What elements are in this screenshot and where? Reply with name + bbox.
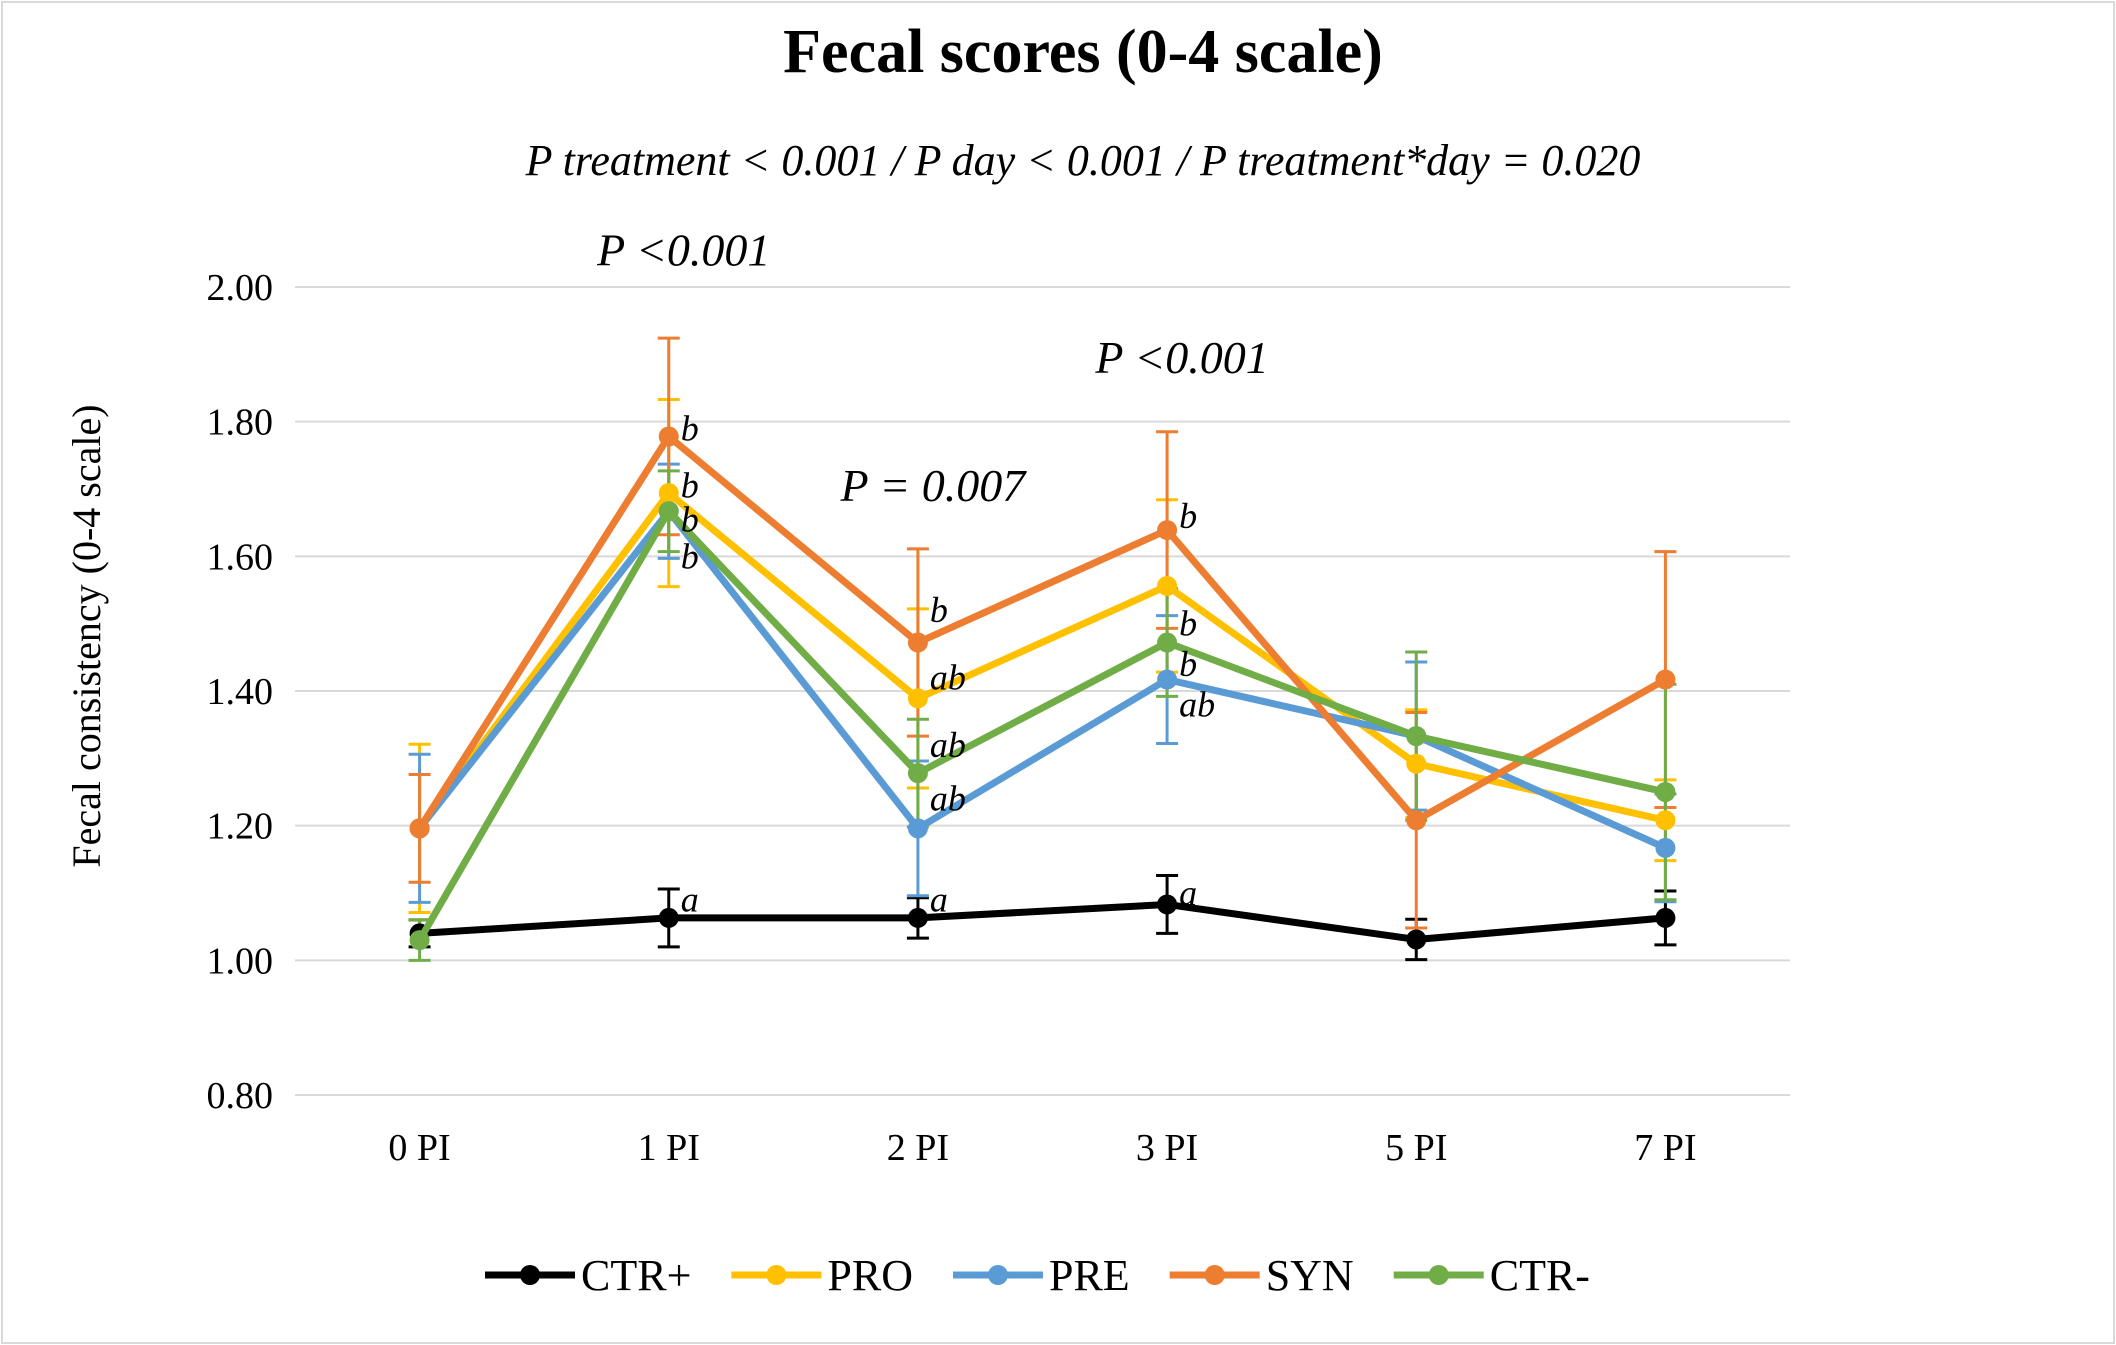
significance-letter: b [681,499,699,539]
series-line-syn [416,432,1668,831]
point-ctr-1-pi [658,907,679,928]
legend-label-pre: PRE [1049,1251,1130,1300]
legend-item-pro: PRO [731,1251,913,1300]
y-tick-label: 2.00 [207,267,274,309]
significance-letter: ab [930,779,966,819]
point-ctr-0-pi [409,930,430,951]
x-tick-label: 5 PI [1385,1127,1447,1169]
p-value-label: P <0.001 [596,224,770,275]
series-line-ctr [419,900,1666,943]
significance-letter: b [681,408,699,448]
legend-item-ctr: CTR- [1393,1251,1590,1300]
significance-letter: ab [930,725,966,765]
legend-marker-pre [987,1265,1008,1285]
point-ctr-2-pi [907,907,928,928]
y-tick-label: 1.80 [207,402,274,444]
point-pre-2-pi [907,818,928,839]
point-ctr-7-pi [1655,782,1676,802]
point-ctr-7-pi [1655,907,1676,928]
significance-letter: a [681,880,699,920]
y-tick-label: 1.60 [207,536,274,578]
x-tick-labels: 0 PI 1 PI 2 PI 3 PI 5 PI 7 PI [388,1127,1696,1169]
significance-letter: b [681,466,699,506]
point-pro-3-pi [1157,575,1178,596]
significance-letter: b [1179,604,1197,644]
significance-letter: b [681,536,699,576]
legend-label-pro: PRO [827,1251,913,1300]
legend-label-ctr: CTR+ [581,1251,691,1300]
point-syn-3-pi [1157,520,1178,541]
point-ctr-3-pi [1157,632,1178,653]
chart-title: Fecal scores (0-4 scale) [783,18,1383,86]
point-ctr-5-pi [1406,726,1427,747]
x-tick-label: 0 PI [388,1127,450,1169]
significance-letter: a [1179,873,1197,913]
point-syn-0-pi [409,818,430,839]
y-tick-labels: 0.80 1.00 1.20 1.40 1.60 1.80 2.00 [207,267,274,1117]
legend-marker-syn [1204,1265,1225,1285]
point-syn-5-pi [1406,810,1427,831]
significance-letter: ab [930,658,966,698]
significance-letter: ab [1179,684,1215,724]
series-line-pre [416,507,1667,852]
point-pre-3-pi [1157,669,1178,690]
y-tick-label: 1.40 [207,671,274,713]
point-ctr-2-pi [907,763,928,784]
point-pre-7-pi [1655,837,1676,858]
legend-label-syn: SYN [1266,1251,1354,1300]
legend-marker-pro [766,1265,787,1285]
point-syn-7-pi [1655,669,1676,690]
series-line-pro [416,489,1667,831]
legend-item-syn: SYN [1169,1251,1354,1300]
point-pro-1-pi [658,483,679,504]
legend: CTR+ PRO PRE SYN CTR- [485,1251,1590,1300]
legend-marker-ctr [1428,1265,1449,1285]
series-lines [409,426,1676,951]
significance-letter: a [930,880,948,920]
point-pro-2-pi [907,688,928,709]
significance-letter: b [1179,644,1197,684]
y-tick-label: 1.20 [207,806,274,848]
significance-letter: b [930,590,948,630]
y-tick-label: 0.80 [207,1075,274,1117]
x-tick-label: 7 PI [1634,1127,1696,1169]
p-value-label: P = 0.007 [840,460,1028,511]
x-tick-label: 1 PI [638,1127,700,1169]
x-tick-label: 3 PI [1136,1127,1198,1169]
p-value-label: P <0.001 [1094,332,1268,383]
x-tick-label: 2 PI [887,1127,949,1169]
significance-letter: b [1179,496,1197,536]
point-syn-1-pi [658,426,679,447]
legend-marker-ctr [520,1265,540,1285]
legend-item-pre: PRE [952,1251,1130,1300]
y-tick-label: 1.00 [207,940,274,982]
point-ctr-3-pi [1157,894,1178,915]
point-ctr-5-pi [1406,929,1427,950]
point-pro-7-pi [1655,810,1676,831]
legend-label-ctr: CTR- [1490,1251,1590,1300]
chart-subtitle: P treatment < 0.001 / P day < 0.001 / P … [525,136,1641,185]
grid-layer [295,286,1790,1096]
point-pro-5-pi [1406,753,1427,774]
error-bars [408,336,1677,962]
series-line-ctr [416,507,1667,942]
point-ctr-1-pi [658,501,679,522]
y-axis-title: Fecal consistency (0-4 scale) [64,404,109,867]
point-syn-2-pi [907,632,928,653]
legend-item-ctr: CTR+ [485,1251,691,1300]
